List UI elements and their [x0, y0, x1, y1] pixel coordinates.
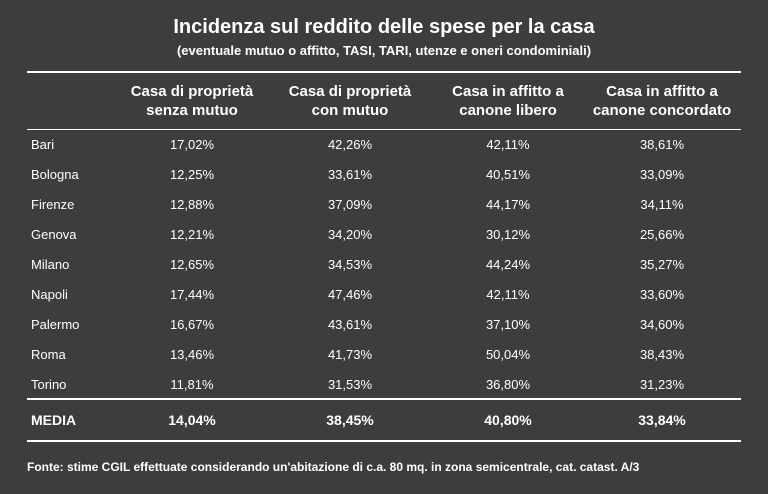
header-col-3-line2: canone libero	[459, 102, 557, 119]
value-cell: 34,20%	[327, 226, 373, 242]
media-value-cell: 14,04%	[168, 412, 216, 428]
media-value-cell: 40,80%	[484, 412, 532, 428]
value-cell: 36,80%	[485, 376, 531, 392]
top-rule	[27, 71, 741, 73]
value-cell: 33,61%	[327, 166, 373, 182]
header-rule	[27, 129, 741, 130]
table-row: Napoli 17,44% 47,46% 42,11% 33,60%	[27, 279, 741, 309]
value-cell: 31,23%	[639, 376, 685, 392]
media-top-rule	[27, 398, 741, 400]
table-row: Bari 17,02% 42,26% 42,11% 38,61%	[27, 129, 741, 159]
value-cell: 44,24%	[485, 256, 531, 272]
city-cell: Genova	[31, 226, 77, 242]
value-cell: 38,43%	[639, 346, 685, 362]
value-cell: 25,66%	[639, 226, 685, 242]
table-title: Incidenza sul reddito delle spese per la…	[173, 16, 595, 38]
housing-cost-table: Casa di proprietà senza mutuo Casa di pr…	[27, 73, 741, 441]
media-value-cell: 38,45%	[326, 412, 374, 428]
header-col-4: Casa in affitto a canone concordato	[583, 73, 741, 129]
header-col-2: Casa di proprietà con mutuo	[267, 73, 433, 129]
table-subtitle: (eventuale mutuo o affitto, TASI, TARI, …	[176, 43, 592, 58]
header-col-4-line2: canone concordato	[592, 102, 732, 119]
value-cell: 12,21%	[169, 226, 215, 242]
value-cell: 37,09%	[327, 196, 373, 212]
table-row: Torino 11,81% 31,53% 36,80% 31,23%	[27, 369, 741, 399]
value-cell: 41,73%	[327, 346, 373, 362]
header-col-1-line2: senza mutuo	[146, 102, 238, 119]
table-row: Bologna 12,25% 33,61% 40,51% 33,09%	[27, 159, 741, 189]
value-cell: 40,51%	[485, 166, 531, 182]
value-cell: 12,88%	[169, 196, 215, 212]
value-cell: 34,60%	[639, 316, 685, 332]
value-cell: 42,26%	[327, 136, 373, 152]
value-cell: 12,25%	[169, 166, 215, 182]
city-cell: Milano	[31, 256, 70, 272]
header-col-2-line2: con mutuo	[311, 102, 389, 119]
value-cell: 31,53%	[327, 376, 373, 392]
value-cell: 43,61%	[327, 316, 373, 332]
header-city	[27, 73, 117, 129]
header-col-1: Casa di proprietà senza mutuo	[117, 73, 267, 129]
city-cell: Bologna	[31, 166, 79, 182]
source-footnote: Fonte: stime CGIL effettuate considerand…	[27, 460, 640, 474]
table-row: Palermo 16,67% 43,61% 37,10% 34,60%	[27, 309, 741, 339]
table-row: Roma 13,46% 41,73% 50,04% 38,43%	[27, 339, 741, 369]
media-value-cell: 33,84%	[638, 412, 686, 428]
city-cell: Bari	[31, 136, 55, 152]
value-cell: 38,61%	[639, 136, 685, 152]
value-cell: 11,81%	[170, 376, 214, 392]
value-cell: 35,27%	[639, 256, 685, 272]
table-row: Genova 12,21% 34,20% 30,12% 25,66%	[27, 219, 741, 249]
table-row: Milano 12,65% 34,53% 44,24% 35,27%	[27, 249, 741, 279]
city-cell: Roma	[31, 346, 66, 362]
value-cell: 16,67%	[169, 316, 215, 332]
value-cell: 50,04%	[485, 346, 531, 362]
media-bottom-rule	[27, 440, 741, 442]
value-cell: 34,53%	[327, 256, 373, 272]
header-col-3: Casa in affitto a canone libero	[433, 73, 583, 129]
media-row: MEDIA 14,04% 38,45% 40,80% 33,84%	[27, 399, 741, 441]
city-cell: Torino	[31, 376, 67, 392]
city-cell: Napoli	[31, 286, 68, 302]
header-row: Casa di proprietà senza mutuo Casa di pr…	[27, 73, 741, 129]
value-cell: 33,60%	[639, 286, 685, 302]
header-col-3-line1: Casa in affitto a	[452, 83, 564, 100]
value-cell: 42,11%	[486, 286, 530, 302]
value-cell: 42,11%	[486, 136, 530, 152]
city-cell: Firenze	[31, 196, 75, 212]
header-col-1-line1: Casa di proprietà	[130, 83, 254, 100]
value-cell: 37,10%	[485, 316, 531, 332]
media-label: MEDIA	[31, 412, 77, 428]
value-cell: 13,46%	[169, 346, 215, 362]
value-cell: 30,12%	[485, 226, 531, 242]
value-cell: 44,17%	[485, 196, 531, 212]
header-col-2-line1: Casa di proprietà	[288, 83, 412, 100]
value-cell: 17,02%	[169, 136, 215, 152]
value-cell: 33,09%	[639, 166, 685, 182]
value-cell: 34,11%	[640, 196, 684, 212]
value-cell: 17,44%	[169, 286, 215, 302]
value-cell: 12,65%	[169, 256, 215, 272]
header-col-4-line1: Casa in affitto a	[606, 83, 718, 100]
city-cell: Palermo	[31, 316, 80, 332]
table-row: Firenze 12,88% 37,09% 44,17% 34,11%	[27, 189, 741, 219]
value-cell: 47,46%	[327, 286, 373, 302]
